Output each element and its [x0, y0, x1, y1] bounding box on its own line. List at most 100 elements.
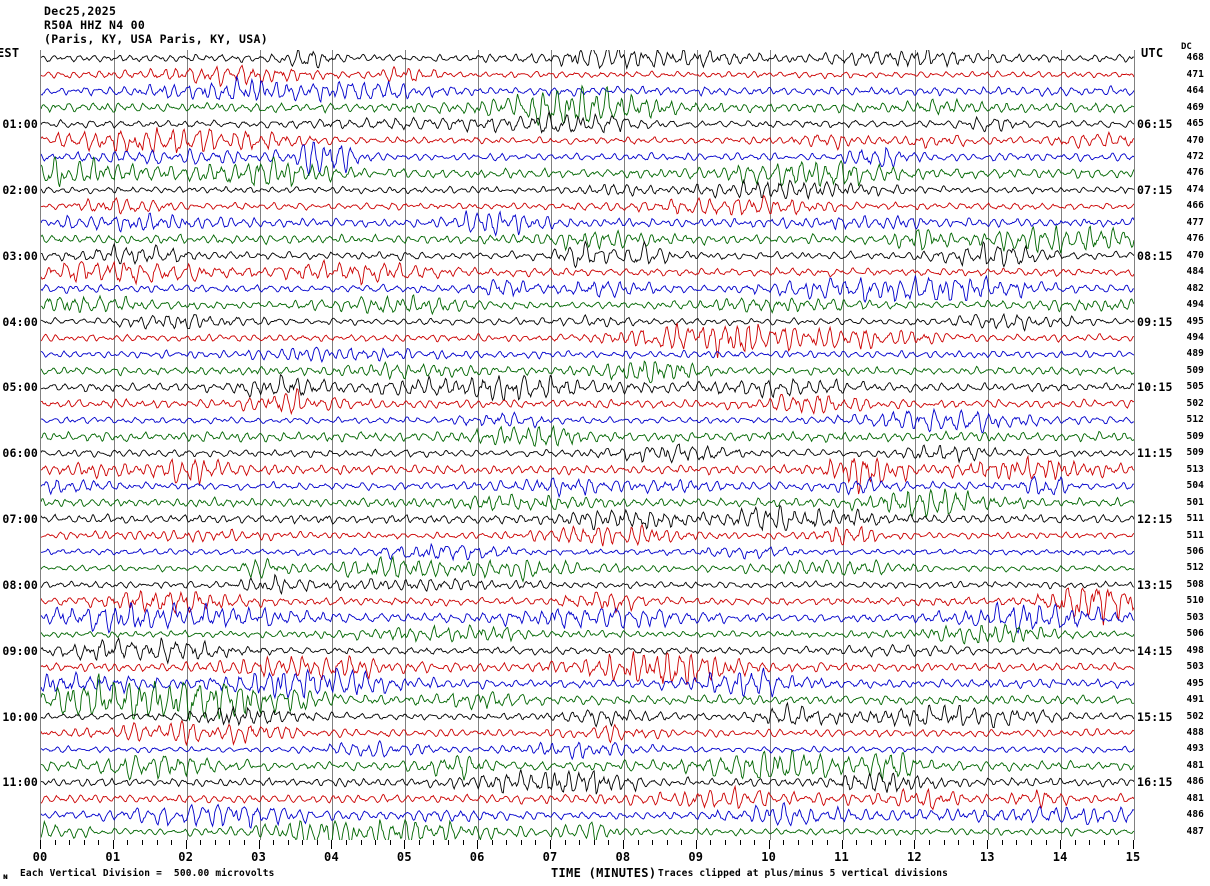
- dc-value: 503: [1186, 611, 1204, 623]
- dc-value: 513: [1186, 463, 1204, 475]
- x-major-tick: [186, 840, 187, 849]
- x-major-tick: [842, 840, 843, 849]
- x-tick-label: 08: [615, 850, 631, 864]
- x-minor-tick: [535, 840, 536, 845]
- dc-value: 495: [1186, 315, 1204, 327]
- x-minor-tick: [157, 840, 158, 845]
- dc-value: 466: [1186, 200, 1204, 212]
- x-minor-tick: [127, 840, 128, 845]
- x-tick-label: 11: [834, 850, 849, 864]
- dc-value: 465: [1186, 118, 1204, 130]
- trace-row: [41, 225, 1134, 254]
- x-tick-label: 05: [396, 850, 412, 864]
- dc-value: 512: [1186, 414, 1204, 426]
- trace-row: [41, 667, 1134, 700]
- utc-time-label: 10:15: [1137, 380, 1173, 395]
- trace-row: [41, 784, 1134, 811]
- x-tick-label: 06: [469, 850, 485, 864]
- dc-value: 509: [1186, 430, 1204, 442]
- x-minor-tick: [871, 840, 872, 845]
- dc-column-header: DC: [1181, 42, 1192, 52]
- trace-row: [41, 601, 1134, 634]
- x-minor-tick: [55, 840, 56, 845]
- header-location: (Paris, KY, USA Paris, KY, USA): [44, 32, 268, 46]
- x-minor-tick: [1104, 840, 1105, 845]
- x-minor-tick: [579, 840, 580, 845]
- trace-row: [41, 475, 1134, 499]
- x-minor-tick: [798, 840, 799, 845]
- footer-tick-glyph: ɴ: [3, 872, 8, 881]
- est-time-label: 10:00: [2, 709, 38, 724]
- trace-row: [41, 178, 1134, 201]
- x-minor-tick: [229, 840, 230, 845]
- dc-value: 511: [1186, 513, 1204, 525]
- x-tick-label: 13: [979, 850, 995, 864]
- trace-row: [41, 407, 1134, 434]
- x-major-tick: [477, 840, 478, 849]
- dc-value: 489: [1186, 348, 1204, 360]
- trace-row: [41, 312, 1134, 332]
- x-minor-tick: [608, 840, 609, 845]
- dc-value: 486: [1186, 776, 1204, 788]
- utc-time-label: 06:15: [1137, 117, 1173, 132]
- dc-value: 509: [1186, 364, 1204, 376]
- x-minor-tick: [361, 840, 362, 845]
- x-major-tick: [113, 840, 114, 849]
- dc-value: 512: [1186, 562, 1204, 574]
- trace-row: [41, 373, 1134, 402]
- dc-value: 476: [1186, 233, 1204, 245]
- trace-row: [41, 424, 1134, 447]
- x-minor-tick: [594, 840, 595, 845]
- x-tick-label: 01: [105, 850, 121, 864]
- seismogram-plot-area: [40, 50, 1135, 840]
- trace-row: [41, 84, 1134, 126]
- x-minor-tick: [652, 840, 653, 845]
- trace-row: [41, 769, 1134, 795]
- x-minor-tick: [973, 840, 974, 845]
- x-major-tick: [404, 840, 405, 849]
- trace-row: [41, 748, 1134, 781]
- x-minor-tick: [710, 840, 711, 845]
- x-tick-label: 12: [906, 850, 922, 864]
- dc-value: 472: [1186, 150, 1204, 162]
- trace-row: [41, 127, 1134, 155]
- left-axis-label-est: EST: [0, 46, 20, 60]
- x-minor-tick: [827, 840, 828, 845]
- x-tick-label: 04: [324, 850, 339, 864]
- dc-value: 494: [1186, 332, 1204, 344]
- utc-time-label: 13:15: [1137, 577, 1173, 592]
- x-minor-tick: [215, 840, 216, 845]
- trace-row: [41, 523, 1134, 547]
- trace-row: [41, 194, 1134, 216]
- x-tick-label: 03: [251, 850, 267, 864]
- x-tick-label: 14: [1052, 850, 1068, 864]
- x-minor-tick: [273, 840, 274, 845]
- dc-value: 491: [1186, 694, 1204, 706]
- x-minor-tick: [1002, 840, 1003, 845]
- x-minor-tick: [317, 840, 318, 845]
- trace-row: [41, 673, 1134, 722]
- x-minor-tick: [1031, 840, 1032, 845]
- x-tick-label: 15: [1125, 850, 1141, 864]
- footer-scale-note: Each Vertical Division = 500.00 microvol…: [20, 868, 275, 879]
- trace-row: [41, 636, 1134, 665]
- trace-row: [41, 322, 1134, 358]
- trace-row: [41, 542, 1134, 562]
- trace-row: [41, 555, 1134, 583]
- x-minor-tick: [958, 840, 959, 845]
- header-station-code: R50A HHZ N4 00: [44, 18, 146, 32]
- x-minor-tick: [740, 840, 741, 845]
- dc-value: 482: [1186, 282, 1204, 294]
- x-minor-tick: [506, 840, 507, 845]
- x-minor-tick: [565, 840, 566, 845]
- x-minor-tick: [1046, 840, 1047, 845]
- x-minor-tick: [463, 840, 464, 845]
- est-time-label: 05:00: [2, 380, 38, 395]
- x-tick-label: 02: [178, 850, 194, 864]
- x-minor-tick: [492, 840, 493, 845]
- dc-value: 493: [1186, 743, 1204, 755]
- trace-row: [41, 109, 1134, 134]
- trace-row: [41, 701, 1134, 729]
- x-minor-tick: [783, 840, 784, 845]
